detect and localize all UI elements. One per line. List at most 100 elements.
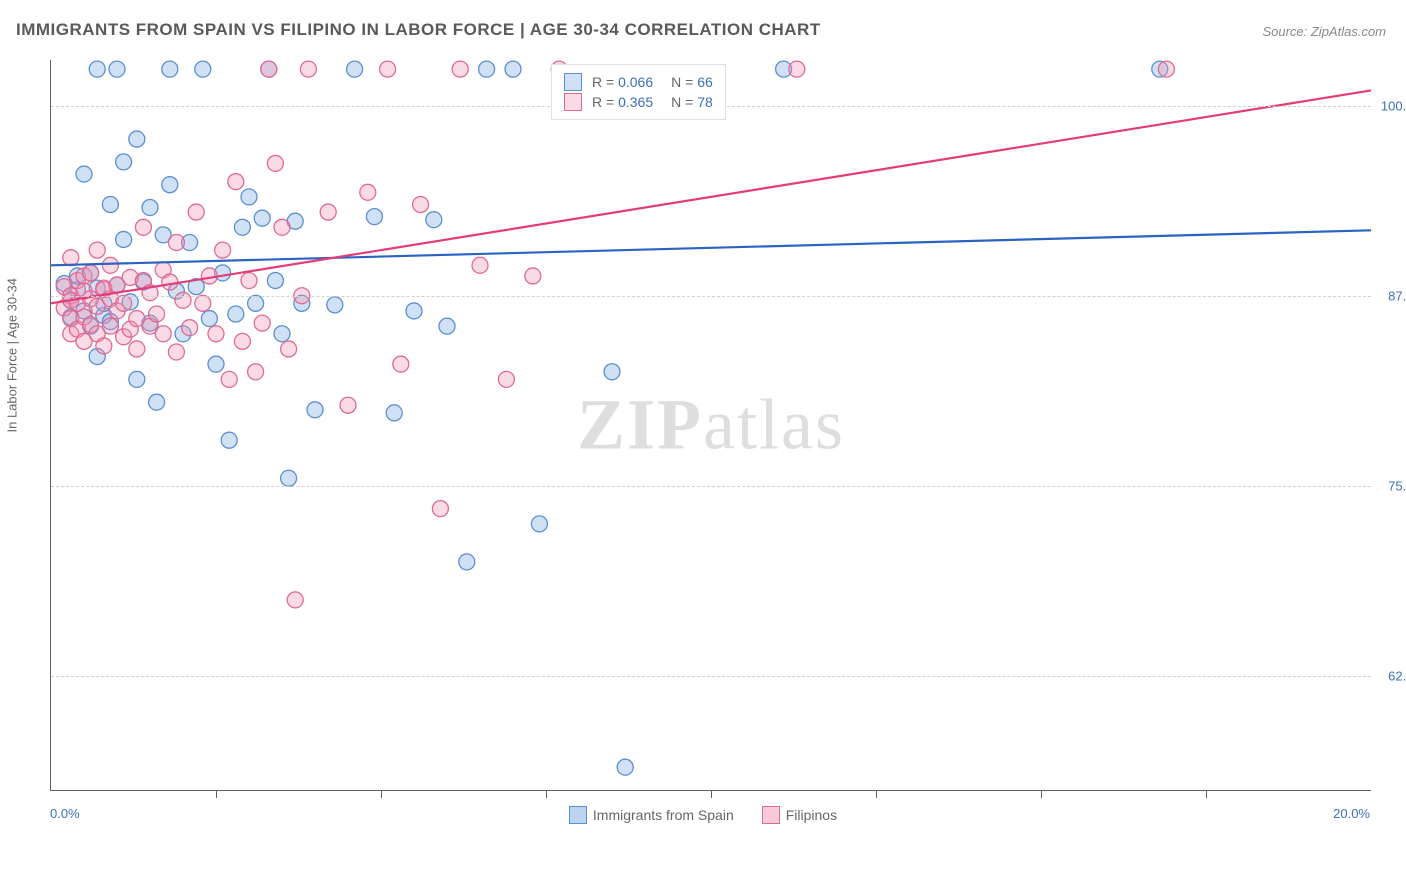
y-axis-label: In Labor Force | Age 30-34	[5, 278, 20, 432]
data-point	[63, 250, 79, 266]
legend-swatch	[762, 806, 780, 824]
data-point	[248, 364, 264, 380]
x-tick-mark	[711, 790, 712, 798]
data-point	[267, 273, 283, 289]
data-point	[102, 257, 118, 273]
data-point	[525, 268, 541, 284]
data-point	[327, 297, 343, 313]
gridline-h	[51, 296, 1371, 297]
data-point	[281, 470, 297, 486]
data-point	[254, 210, 270, 226]
data-point	[228, 306, 244, 322]
data-point	[89, 61, 105, 77]
legend-swatch	[569, 806, 587, 824]
data-point	[531, 516, 547, 532]
legend-stat-row: R = 0.066N = 66	[564, 73, 713, 91]
data-point	[149, 394, 165, 410]
data-point	[162, 61, 178, 77]
data-point	[281, 341, 297, 357]
data-point	[366, 209, 382, 225]
chart-plot-area: R = 0.066N = 66R = 0.365N = 78 ZIPatlas …	[50, 60, 1371, 791]
x-tick-mark	[1041, 790, 1042, 798]
data-point	[109, 61, 125, 77]
x-tick-mark	[876, 790, 877, 798]
data-point	[360, 184, 376, 200]
data-point	[426, 212, 442, 228]
data-point	[340, 397, 356, 413]
data-point	[96, 338, 112, 354]
data-point	[76, 166, 92, 182]
correlation-legend: R = 0.066N = 66 R = 0.365N = 78	[551, 64, 726, 120]
data-point	[168, 344, 184, 360]
data-point	[142, 200, 158, 216]
data-point	[320, 204, 336, 220]
data-point	[175, 292, 191, 308]
page-title: IMMIGRANTS FROM SPAIN VS FILIPINO IN LAB…	[16, 20, 821, 40]
x-tick-mark	[546, 790, 547, 798]
data-point	[241, 189, 257, 205]
legend-swatch	[564, 93, 582, 111]
y-tick-label: 62.5%	[1388, 668, 1406, 683]
data-point	[83, 265, 99, 281]
data-point	[182, 320, 198, 336]
data-point	[617, 759, 633, 775]
data-point	[129, 341, 145, 357]
data-point	[789, 61, 805, 77]
data-point	[195, 61, 211, 77]
data-point	[221, 432, 237, 448]
data-point	[300, 61, 316, 77]
data-point	[102, 318, 118, 334]
data-point	[208, 326, 224, 342]
data-point	[248, 295, 264, 311]
x-tick-mark	[1206, 790, 1207, 798]
data-point	[102, 196, 118, 212]
data-point	[116, 231, 132, 247]
data-point	[116, 154, 132, 170]
y-tick-label: 100.0%	[1381, 98, 1406, 113]
legend-stat-row: R = 0.365N = 78	[564, 93, 713, 111]
scatter-svg	[51, 60, 1371, 790]
data-point	[604, 364, 620, 380]
data-point	[452, 61, 468, 77]
y-tick-label: 87.5%	[1388, 288, 1406, 303]
data-point	[406, 303, 422, 319]
data-point	[89, 242, 105, 258]
regression-line	[51, 230, 1371, 265]
gridline-h	[51, 676, 1371, 677]
data-point	[393, 356, 409, 372]
data-point	[386, 405, 402, 421]
data-point	[439, 318, 455, 334]
gridline-h	[51, 486, 1371, 487]
data-point	[267, 155, 283, 171]
data-point	[479, 61, 495, 77]
data-point	[234, 333, 250, 349]
data-point	[505, 61, 521, 77]
data-point	[1158, 61, 1174, 77]
data-point	[221, 371, 237, 387]
data-point	[215, 242, 231, 258]
data-point	[498, 371, 514, 387]
x-tick-mark	[381, 790, 382, 798]
series-legend: Immigrants from SpainFilipinos	[0, 806, 1406, 827]
data-point	[155, 326, 171, 342]
data-point	[413, 196, 429, 212]
data-point	[274, 326, 290, 342]
data-point	[274, 219, 290, 235]
legend-swatch	[564, 73, 582, 91]
data-point	[195, 295, 211, 311]
data-point	[241, 273, 257, 289]
data-point	[116, 295, 132, 311]
data-point	[234, 219, 250, 235]
data-point	[149, 306, 165, 322]
data-point	[135, 219, 151, 235]
legend-item: Immigrants from Spain	[569, 806, 734, 824]
data-point	[201, 311, 217, 327]
data-point	[188, 204, 204, 220]
data-point	[307, 402, 323, 418]
x-tick-mark	[216, 790, 217, 798]
data-point	[162, 274, 178, 290]
data-point	[129, 371, 145, 387]
source-label: Source: ZipAtlas.com	[1262, 24, 1386, 39]
data-point	[380, 61, 396, 77]
data-point	[208, 356, 224, 372]
